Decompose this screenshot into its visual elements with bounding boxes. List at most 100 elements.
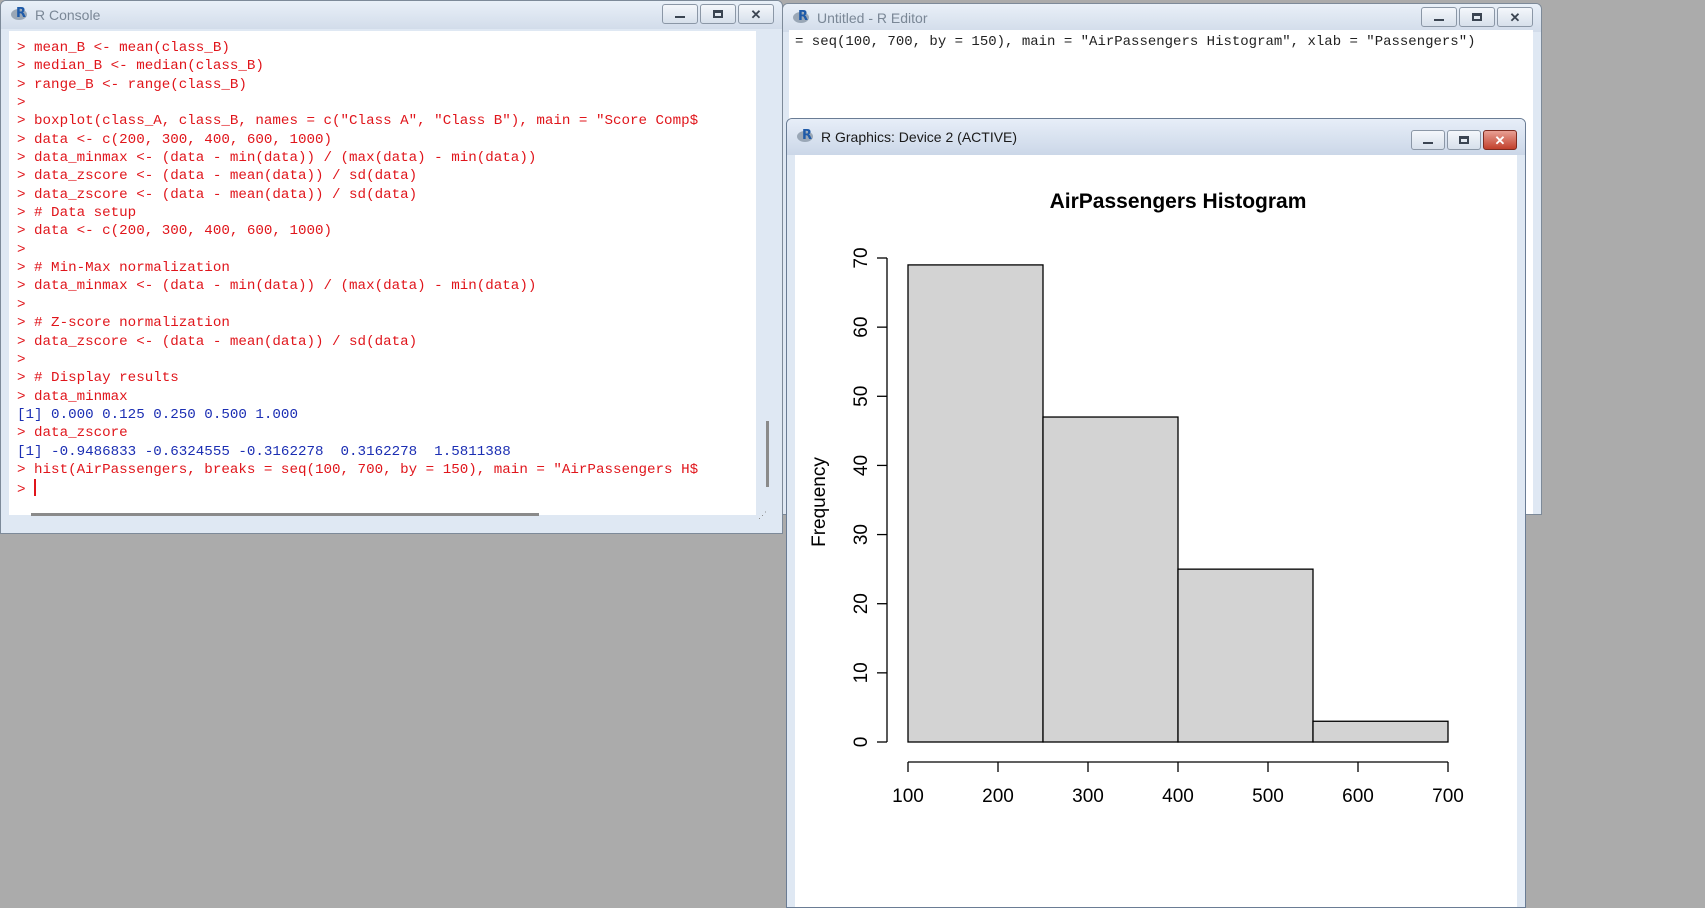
console-output-line: [1] 0.000 0.125 0.250 0.500 1.000 — [17, 406, 748, 424]
minimize-icon — [675, 16, 685, 18]
console-command-line: > data_zscore <- (data - mean(data)) / s… — [17, 186, 748, 204]
console-command-line: > mean_B <- mean(class_B) — [17, 39, 748, 57]
x-tick-label: 300 — [1072, 786, 1104, 807]
console-line-text: > data_minmax — [17, 388, 128, 405]
console-line-text: [1] 0.000 0.125 0.250 0.500 1.000 — [17, 406, 298, 423]
histogram-bar — [1177, 568, 1314, 743]
console-line-text: > — [17, 296, 26, 313]
y-tick-label: 10 — [851, 662, 872, 683]
x-tick-label: 100 — [892, 786, 924, 807]
console-titlebar[interactable]: R R Console ✕ — [1, 1, 782, 29]
console-close-button[interactable]: ✕ — [738, 4, 774, 24]
resize-grip-icon[interactable]: ⋰ — [758, 510, 767, 520]
console-command-line: > data_zscore — [17, 424, 748, 442]
close-icon: ✕ — [1494, 132, 1506, 148]
chart-title: AirPassengers Histogram — [1050, 190, 1307, 213]
r-logo-icon: R — [793, 9, 811, 25]
console-line-text: > — [17, 482, 35, 498]
r-logo-icon: R — [797, 128, 815, 144]
console-line-text: > # Min-Max normalization — [17, 260, 230, 277]
minimize-icon — [1423, 142, 1433, 144]
text-cursor — [34, 479, 37, 497]
editor-title: Untitled - R Editor — [817, 10, 928, 26]
y-tick-label: 50 — [851, 386, 872, 407]
histogram-bar — [1312, 720, 1449, 743]
console-minimize-button[interactable] — [662, 4, 698, 24]
console-command-line: > hist(AirPassengers, breaks = seq(100, … — [17, 461, 748, 479]
device-close-button[interactable]: ✕ — [1483, 130, 1517, 150]
console-command-line: > median_B <- median(class_B) — [17, 57, 748, 75]
console-command-line: > data_minmax <- (data - min(data)) / (m… — [17, 277, 748, 295]
console-command-line: > # Min-Max normalization — [17, 259, 748, 277]
maximize-icon — [1472, 13, 1482, 21]
console-command-line: > boxplot(class_A, class_B, names = c("C… — [17, 112, 748, 130]
console-line-text: > # Z-score normalization — [17, 315, 230, 332]
console-line-text: > — [17, 351, 26, 368]
console-prompt[interactable]: > — [17, 479, 748, 498]
histogram-bar — [1042, 416, 1179, 743]
console-line-text: > data_zscore <- (data - mean(data)) / s… — [17, 186, 418, 203]
console-line-text: > — [17, 95, 26, 112]
device-title: R Graphics: Device 2 (ACTIVE) — [821, 129, 1018, 145]
device-window-controls: ✕ — [1411, 130, 1517, 150]
console-line-text: > data_minmax <- (data - min(data)) / (m… — [17, 150, 537, 167]
console-command-line: > # Display results — [17, 369, 748, 387]
y-tick-label: 20 — [851, 593, 872, 614]
console-line-text: > median_B <- median(class_B) — [17, 58, 264, 75]
console-maximize-button[interactable] — [700, 4, 736, 24]
console-command-line: > data_minmax <- (data - min(data)) / (m… — [17, 149, 748, 167]
console-line-text: > data <- c(200, 300, 400, 600, 1000) — [17, 131, 333, 148]
console-line-text: > — [17, 241, 26, 258]
x-tick-label: 700 — [1432, 786, 1464, 807]
console-output-area[interactable]: > mean_B <- mean(class_B) > median_B <- m… — [9, 31, 756, 515]
y-tick-label: 40 — [851, 455, 872, 476]
y-tick-label: 0 — [851, 737, 872, 748]
console-command-line: > data <- c(200, 300, 400, 600, 1000) — [17, 222, 748, 240]
editor-window-controls: ✕ — [1421, 7, 1533, 27]
device-titlebar[interactable]: R R Graphics: Device 2 (ACTIVE) ✕ — [787, 119, 1525, 155]
console-command-line: > range_B <- range(class_B) — [17, 76, 748, 94]
r-console-window[interactable]: R R Console ✕ > mean_B <- mean(class_B) >… — [0, 0, 783, 534]
close-icon: ✕ — [750, 6, 762, 22]
maximize-icon — [1459, 136, 1469, 144]
console-line-text: > mean_B <- mean(class_B) — [17, 40, 230, 56]
console-window-controls: ✕ — [662, 4, 774, 24]
minimize-icon — [1434, 19, 1444, 21]
console-command-line: > data_minmax — [17, 388, 748, 406]
r-graphics-device-window[interactable]: R R Graphics: Device 2 (ACTIVE) ✕ AirPas… — [786, 118, 1526, 908]
console-horizontal-scrollbar[interactable] — [31, 513, 539, 516]
console-command-line: > — [17, 296, 748, 314]
console-line-text: > range_B <- range(class_B) — [17, 76, 247, 93]
console-lines: > mean_B <- mean(class_B) > median_B <- m… — [17, 39, 748, 498]
console-line-text: > data_zscore <- (data - mean(data)) / s… — [17, 333, 418, 350]
console-line-text: > data_minmax <- (data - min(data)) / (m… — [17, 278, 537, 295]
y-tick-label: 70 — [851, 247, 872, 268]
device-maximize-button[interactable] — [1447, 130, 1481, 150]
editor-maximize-button[interactable] — [1459, 7, 1495, 27]
editor-close-button[interactable]: ✕ — [1497, 7, 1533, 27]
console-command-line: > # Data setup — [17, 204, 748, 222]
editor-code-line[interactable]: = seq(100, 700, by = 150), main = "AirPa… — [795, 34, 1476, 50]
console-command-line: > — [17, 351, 748, 369]
y-tick-label: 60 — [851, 317, 872, 338]
console-line-text: > # Display results — [17, 370, 179, 387]
y-tick-label: 30 — [851, 524, 872, 545]
console-command-line: > data_zscore <- (data - mean(data)) / s… — [17, 167, 748, 185]
console-vertical-scrollbar[interactable] — [766, 421, 769, 487]
console-title: R Console — [35, 7, 101, 23]
plot-area: AirPassengers Histogram 100 200 300 400 500 60… — [795, 155, 1517, 907]
editor-titlebar[interactable]: R Untitled - R Editor ✕ — [783, 4, 1541, 32]
r-logo-icon: R — [11, 6, 29, 22]
editor-minimize-button[interactable] — [1421, 7, 1457, 27]
console-command-line: > — [17, 241, 748, 259]
console-output-line: [1] -0.9486833 -0.6324555 -0.3162278 0.3… — [17, 443, 748, 461]
device-minimize-button[interactable] — [1411, 130, 1445, 150]
maximize-icon — [713, 10, 723, 18]
y-axis-label: Frequency — [809, 457, 830, 547]
console-line-text: > data <- c(200, 300, 400, 600, 1000) — [17, 223, 333, 240]
x-tick-label: 600 — [1342, 786, 1374, 807]
x-tick-label: 400 — [1162, 786, 1194, 807]
console-line-text: > data_zscore <- (data - mean(data)) / s… — [17, 168, 418, 185]
histogram-bar — [907, 264, 1044, 743]
